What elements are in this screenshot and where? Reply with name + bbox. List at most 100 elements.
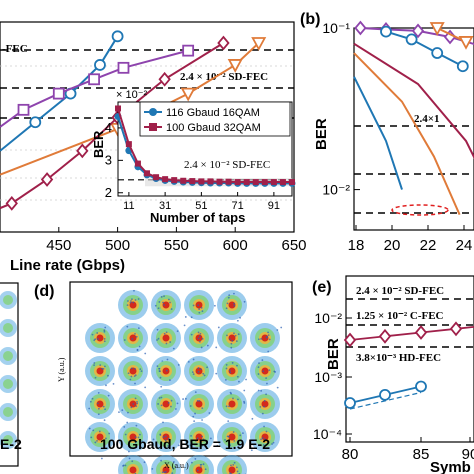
inset-series-2-point-2 <box>125 141 132 148</box>
cluster-4-sample-5 <box>239 316 241 319</box>
constellation-cluster-10 <box>250 323 283 353</box>
panel-a-series-2-point-6 <box>182 44 195 57</box>
panel-b-series-2-point-2 <box>405 33 418 46</box>
cluster-3-sample-9 <box>198 311 201 314</box>
cluster-core-2 <box>162 301 170 309</box>
cluster-8-sample-2 <box>197 337 200 340</box>
cluster-22-sample-4 <box>245 378 247 381</box>
cluster-23-sample-8 <box>103 419 106 422</box>
cluster-29-sample-7 <box>128 457 131 460</box>
cluster-7-sample-4 <box>172 347 175 350</box>
cluster-5-sample-6 <box>103 330 106 333</box>
cluster-22-sample-2 <box>263 405 265 408</box>
constellation-cluster-22 <box>245 378 280 420</box>
cluster-23-sample-1 <box>100 457 103 460</box>
panel-d-xlabel: X (a.u.) <box>164 461 189 470</box>
cluster-14-sample-9 <box>192 358 195 361</box>
cluster-18-sample-10 <box>136 400 138 403</box>
constellation-cluster-8 <box>184 323 218 353</box>
cluster-core-19 <box>162 400 170 408</box>
cluster-7-sample-9 <box>169 341 172 343</box>
panel-e-ytick-label-1: 10⁻² <box>314 310 342 326</box>
cluster-28-sample-4 <box>261 437 264 440</box>
cluster-31-sample-3 <box>196 469 199 472</box>
cluster-25-sample-1 <box>164 439 167 442</box>
cluster-14-sample-10 <box>200 368 202 371</box>
cluster-16-sample-4 <box>268 369 271 372</box>
panel-c-annotation: E-2 <box>0 436 22 452</box>
inset-legend-box <box>139 101 291 137</box>
cluster-5-sample-5 <box>103 340 106 343</box>
cluster-24-sample-10 <box>139 447 141 450</box>
cluster-24-sample-1 <box>134 441 137 444</box>
cluster-24-sample-5 <box>123 426 126 428</box>
cluster-7-sample-8 <box>163 332 166 335</box>
cluster-18-sample-4 <box>136 402 139 405</box>
panel-b-highlight-ellipse <box>391 204 449 216</box>
cluster-11-sample-5 <box>105 384 107 387</box>
panel-a-series-4-point-7 <box>217 35 230 51</box>
panel-c-cluster-core-5 <box>3 407 13 417</box>
cluster-32-sample-3 <box>233 461 236 464</box>
constellation-cluster-3 <box>183 290 216 327</box>
panel-c: E-2 <box>0 282 22 467</box>
panel-e: (e) BER 10⁻² 10⁻³ 10⁻⁴ 2.4 × 10⁻² SD-FEC 1… <box>312 275 474 474</box>
cluster-30-sample-4 <box>151 467 154 470</box>
cluster-18-sample-3 <box>121 409 124 412</box>
inset-series-2-point-4 <box>144 170 150 177</box>
constellation-cluster-26 <box>184 420 214 452</box>
cluster-5-sample-4 <box>103 329 106 332</box>
cluster-26-sample-7 <box>193 420 196 423</box>
cluster-18-sample-2 <box>135 405 138 408</box>
cluster-15-sample-5 <box>224 378 227 381</box>
panel-a-series-1-point-5 <box>111 30 124 43</box>
cluster-1-sample-5 <box>137 298 140 300</box>
panel-d: (d) Y (a.u.) X (a.u.) 100 Gbaud, BER = 1… <box>34 281 293 474</box>
panel-b-curve-1 <box>353 76 403 190</box>
cluster-11-sample-3 <box>101 367 104 370</box>
panel-a-series-1-point-4 <box>94 59 106 71</box>
panel-e-ylabel: BER <box>325 338 342 370</box>
cluster-21-sample-5 <box>243 389 246 392</box>
cluster-16-sample-5 <box>257 366 260 369</box>
cluster-30-sample-7 <box>164 471 167 473</box>
panel-a-threshold-label-1: -FEC <box>2 43 28 55</box>
inset-series-2-point-16 <box>252 179 259 186</box>
cluster-13-sample-10 <box>177 364 180 366</box>
constellation-cluster-16 <box>250 356 280 386</box>
panel-e-xlabel: Symb <box>430 459 471 474</box>
cluster-22-sample-5 <box>257 389 260 392</box>
panel-a-inset: × 10⁻² BER 2 3 4 11 31 51 71 91 Number of taps… <box>91 89 296 225</box>
panel-c-cluster-core-3 <box>3 351 13 361</box>
cluster-27-sample-5 <box>229 444 232 447</box>
cluster-12-sample-7 <box>134 367 136 370</box>
constellation-cluster-6 <box>118 323 148 355</box>
inset-y-multiplier: × 10⁻² <box>116 89 148 101</box>
panel-b: (b) BER 10⁻¹ 10⁻² 2.4×1 18 20 22 24 <box>300 11 474 254</box>
cluster-14-sample-3 <box>202 372 205 375</box>
cluster-24-sample-9 <box>124 433 127 436</box>
cluster-28-sample-1 <box>263 425 265 428</box>
inset-ytick-label-2: 3 <box>105 152 112 167</box>
cluster-4-sample-1 <box>236 319 239 322</box>
cluster-15-sample-8 <box>231 362 234 364</box>
cluster-12-sample-10 <box>134 374 137 376</box>
constellation-cluster-24 <box>118 421 148 452</box>
cluster-26-sample-8 <box>209 437 212 440</box>
panel-c-cluster-core-4 <box>3 379 13 389</box>
cluster-18-sample-7 <box>144 386 147 389</box>
panel-a-series-3-point-5 <box>251 37 267 51</box>
cluster-26-sample-1 <box>201 435 204 438</box>
cluster-21-sample-7 <box>243 402 246 404</box>
cluster-24-sample-8 <box>137 436 140 439</box>
cluster-13-sample-9 <box>159 376 162 379</box>
panel-c-cluster-core-6 <box>3 435 13 445</box>
cluster-core-6 <box>129 334 137 342</box>
legend-label-2: 100 Gbaud 32QAM <box>166 122 261 134</box>
cluster-13-sample-8 <box>158 367 160 370</box>
cluster-11-sample-2 <box>104 365 106 368</box>
cluster-core-20 <box>195 400 203 408</box>
panel-d-label: (d) <box>34 283 54 300</box>
panel-a-threshold-label-2: 2.4 × 10⁻² SD-FEC <box>180 71 268 83</box>
cluster-16-sample-3 <box>257 373 260 375</box>
